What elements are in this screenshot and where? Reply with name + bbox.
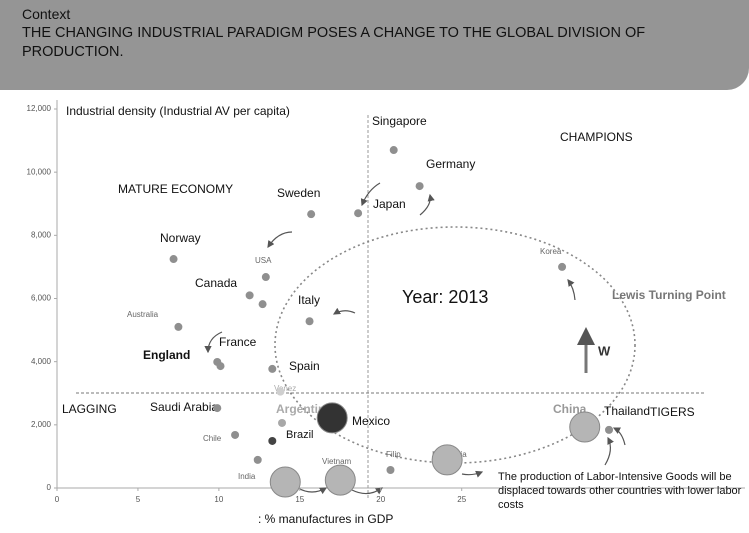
point-label: Chile: [203, 434, 222, 443]
point: [276, 387, 285, 396]
point-label: Norway: [160, 231, 201, 245]
point-label: Australia: [127, 310, 159, 319]
y-axis-title: Industrial density (Industrial AV per ca…: [66, 104, 290, 118]
context-label: Context: [22, 6, 71, 22]
point: [258, 300, 267, 309]
point-label: Brazil: [286, 429, 314, 441]
x-tick-label: 0: [55, 495, 60, 504]
note: The production of Labor-Intensive Goods …: [498, 471, 742, 511]
arrow: [297, 487, 328, 495]
year-label: Year: 2013: [402, 287, 488, 307]
point: [245, 291, 254, 300]
point-label: Venez: [274, 384, 296, 393]
y-tick-label: 0: [47, 483, 52, 492]
arrow: [332, 307, 356, 315]
point-label: Japan: [373, 197, 406, 211]
point-label: Mexico: [352, 414, 390, 428]
point: [174, 322, 183, 331]
quadrant-label: MATURE ECONOMY: [118, 182, 233, 196]
quadrant-label: TIGERS: [650, 405, 695, 419]
point-label: Singapore: [372, 114, 427, 128]
note-box: The production of Labor-Intensive Goods …: [498, 471, 742, 511]
point-label: Spain: [289, 359, 320, 373]
point: [389, 146, 398, 155]
arrow: [419, 193, 435, 216]
arrow: [360, 182, 381, 207]
lewis-label: Lewis Turning Point: [612, 288, 726, 302]
point: [431, 444, 463, 476]
y-tick-label: 10,000: [27, 167, 52, 176]
x-tick-label: 5: [136, 495, 141, 504]
arrow: [604, 436, 614, 466]
point: [169, 255, 178, 264]
point-label: Italy: [298, 293, 320, 307]
w-label: W: [598, 343, 611, 358]
chart: Industrial density (Industrial AV per ca…: [27, 100, 745, 526]
point: [354, 209, 363, 218]
header: Context THE CHANGING INDUSTRIAL PARADIGM…: [0, 0, 749, 90]
point-label: China: [553, 402, 587, 416]
point: [253, 455, 262, 464]
point-label: Germany: [426, 157, 475, 171]
point-label: Vietnam: [322, 457, 352, 466]
point: [415, 182, 424, 191]
point-labels: Singapore Germany Japan Sweden USA Canad…: [127, 114, 650, 481]
point: [268, 364, 277, 373]
point: [261, 273, 270, 282]
arrow: [461, 470, 484, 478]
quadrant-label: CHAMPIONS: [560, 130, 633, 144]
x-tick-label: 25: [457, 495, 466, 504]
y-tick-label: 2,000: [31, 420, 52, 429]
point: [216, 362, 225, 371]
y-tick-label: 6,000: [31, 294, 52, 303]
headline: THE CHANGING INDUSTRIAL PARADIGM POSES A…: [22, 25, 646, 60]
point: [278, 418, 287, 427]
point: [324, 464, 356, 496]
quadrant-label: LAGGING: [62, 402, 117, 416]
x-axis-title: : % manufactures in GDP: [258, 512, 393, 526]
point-label: Sweden: [277, 186, 320, 200]
point: [305, 317, 314, 326]
arrow: [612, 427, 626, 446]
x-tick-label: 10: [214, 495, 223, 504]
point-label: Thailand: [604, 404, 650, 418]
point: [605, 425, 614, 434]
y-axis-title-text: Industrial density (Industrial AV per ca…: [66, 104, 290, 118]
point-label: Saudi Arabia: [150, 400, 218, 414]
arrow: [351, 487, 383, 495]
point-label: Canada: [195, 276, 237, 290]
arrow: [567, 279, 576, 301]
x-tick-label: 20: [376, 495, 385, 504]
point-label: Filip: [386, 450, 401, 459]
arrow: [267, 231, 293, 248]
point: [316, 402, 348, 434]
point: [213, 404, 222, 413]
point: [268, 436, 277, 445]
point: [307, 210, 316, 219]
point: [558, 262, 567, 271]
y-tick-label: 8,000: [31, 230, 52, 239]
x-tick-label: 15: [295, 495, 304, 504]
point-label: USA: [255, 256, 272, 265]
point: [386, 465, 395, 474]
point: [569, 411, 601, 443]
point-label: England: [143, 348, 190, 362]
y-tick-label: 12,000: [27, 104, 52, 113]
point-label: France: [219, 335, 257, 349]
point: [231, 430, 240, 439]
point-label: India: [238, 472, 256, 481]
point-label: Korea: [540, 247, 562, 256]
arrow: [204, 331, 223, 354]
point: [269, 466, 301, 498]
y-tick-label: 4,000: [31, 357, 52, 366]
